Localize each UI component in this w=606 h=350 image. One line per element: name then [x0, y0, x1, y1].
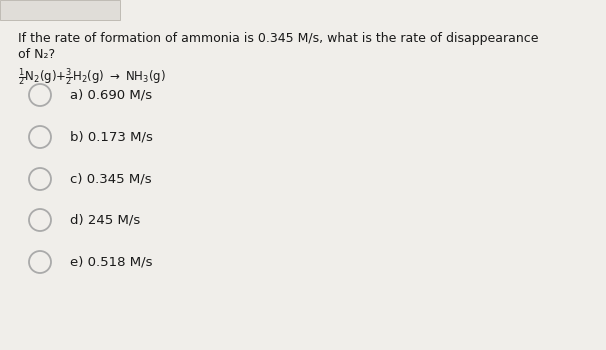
- Text: b) 0.173 M/s: b) 0.173 M/s: [70, 131, 153, 144]
- Text: a) 0.690 M/s: a) 0.690 M/s: [70, 89, 152, 101]
- Text: of N₂?: of N₂?: [18, 48, 55, 61]
- Text: If the rate of formation of ammonia is 0.345 M/s, what is the rate of disappeara: If the rate of formation of ammonia is 0…: [18, 32, 539, 45]
- Text: e) 0.518 M/s: e) 0.518 M/s: [70, 256, 153, 268]
- Text: d) 245 M/s: d) 245 M/s: [70, 214, 140, 226]
- Text: c) 0.345 M/s: c) 0.345 M/s: [70, 173, 152, 186]
- FancyBboxPatch shape: [0, 0, 120, 20]
- Text: $\frac{1}{2}$N$_2$(g)+$\frac{3}{2}$H$_2$(g) $\rightarrow$ NH$_3$(g): $\frac{1}{2}$N$_2$(g)+$\frac{3}{2}$H$_2$…: [18, 66, 166, 88]
